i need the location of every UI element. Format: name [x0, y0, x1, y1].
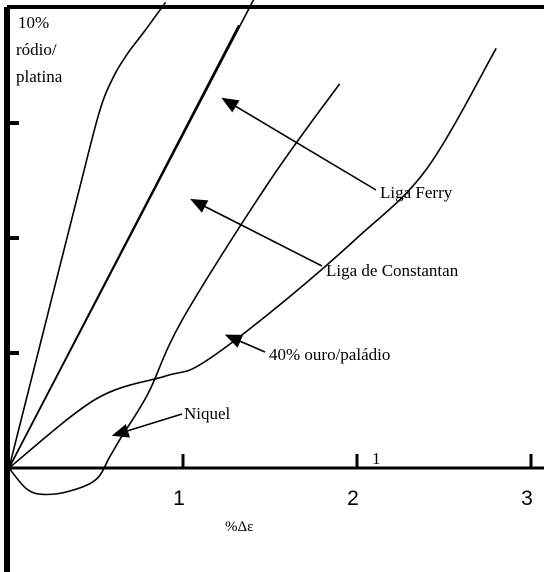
- label-ouro-paladio: 40% ouro/paládio: [269, 345, 390, 364]
- series-liga-de-constantan: [8, 24, 240, 469]
- callout-line-liga-de-constantan: [204, 205, 323, 267]
- series-10-rodio-platina: [8, 1, 167, 469]
- curve-callouts: Liga Ferry Liga de Constantan 40% ouro/p…: [111, 97, 459, 438]
- label-niquel: Niquel: [184, 404, 231, 423]
- callout-arrowhead-40-ouro-paladio: [224, 334, 244, 348]
- callout-line-liga-ferry: [235, 105, 377, 191]
- x-tick-label-2: 2: [347, 487, 359, 510]
- callout-arrowhead-liga-de-constantan: [190, 198, 209, 213]
- x-tick-label-1: 1: [173, 487, 185, 510]
- y-axis-label: 10% ródio/ platina: [16, 13, 63, 86]
- callout-arrowhead-liga-ferry: [221, 97, 240, 113]
- y-axis-label-line-3: platina: [16, 67, 63, 86]
- y-axis-label-line-1: 10%: [18, 13, 49, 32]
- chart-frame: [4, 5, 544, 572]
- data-series: [8, 0, 497, 496]
- y-ticks: [7, 121, 19, 355]
- x-axis-label: %Δε: [225, 519, 253, 535]
- x-tick-labels: 1 2 3: [173, 487, 533, 510]
- series-40-ouro-paladio: [8, 47, 497, 469]
- x-tick-label-3: 3: [521, 487, 533, 510]
- annotation-1: 1: [372, 449, 381, 468]
- series-niquel: [8, 83, 341, 496]
- label-liga-ferry: Liga Ferry: [380, 183, 453, 202]
- label-liga-constantan: Liga de Constantan: [326, 261, 459, 280]
- callout-arrowhead-niquel: [111, 424, 130, 438]
- callout-line-40-ouro-paladio: [240, 340, 266, 353]
- x-ticks: [181, 454, 533, 468]
- y-axis-label-line-2: ródio/: [16, 40, 57, 59]
- callout-line-niquel: [127, 413, 183, 432]
